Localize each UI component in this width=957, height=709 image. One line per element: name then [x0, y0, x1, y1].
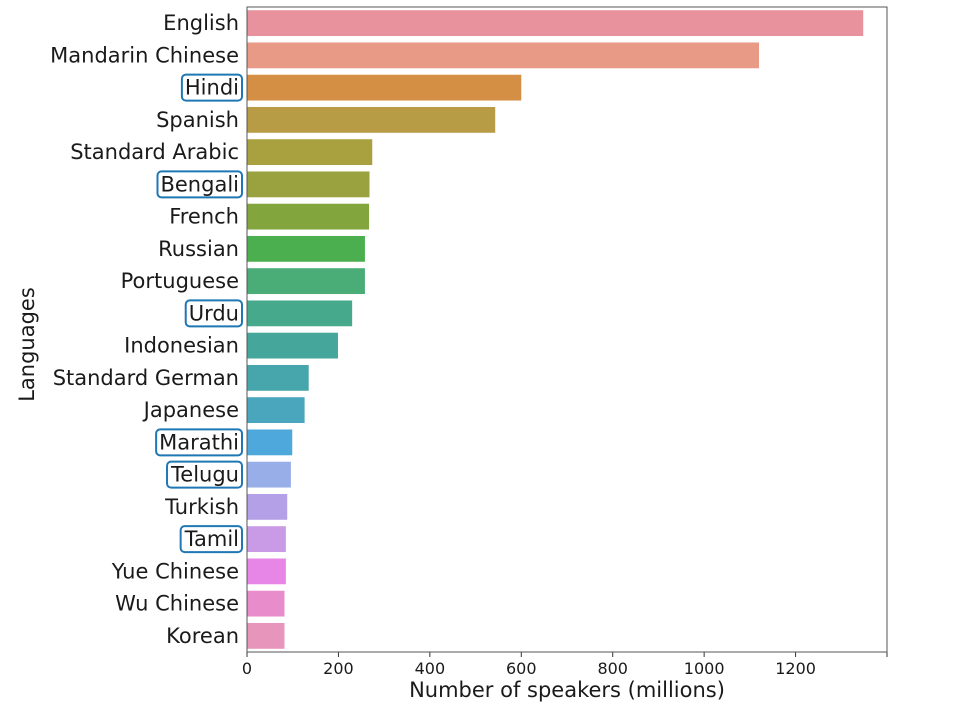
bar-spanish — [247, 106, 496, 133]
highlight-box-marathi — [155, 428, 243, 457]
x-tick-label-0: 0 — [242, 659, 252, 678]
bar-bengali — [247, 171, 370, 198]
y-tick-label-portuguese: Portuguese — [121, 269, 239, 293]
y-tick-label-hindi: Hindi — [185, 76, 239, 100]
y-tick-label-korean: Korean — [166, 624, 239, 648]
bar-telugu — [247, 461, 291, 488]
y-tick-label-japanese: Japanese — [142, 398, 239, 422]
bar-marathi — [247, 429, 293, 456]
bar-hindi — [247, 74, 522, 101]
bar-english — [247, 10, 864, 37]
x-tick-label-1200: 1200 — [775, 659, 816, 678]
y-tick-label-russian: Russian — [158, 237, 239, 261]
y-tick-label-spanish: Spanish — [156, 108, 239, 132]
highlight-box-urdu — [184, 299, 243, 328]
highlight-box-bengali — [156, 170, 243, 199]
bars-group — [247, 10, 864, 649]
bar-turkish — [247, 493, 288, 520]
y-tick-label-yue-chinese: Yue Chinese — [111, 559, 239, 583]
y-tick-label-english: English — [163, 11, 239, 35]
y-tick-label-standard-german: Standard German — [53, 366, 239, 390]
bar-yue-chinese — [247, 558, 286, 585]
x-tick-label-200: 200 — [323, 659, 354, 678]
bar-japanese — [247, 397, 305, 424]
y-tick-label-telugu: Telugu — [170, 463, 239, 487]
bar-standard-german — [247, 364, 309, 391]
bar-french — [247, 203, 370, 230]
y-tick-label-mandarin-chinese: Mandarin Chinese — [50, 43, 239, 67]
plot-frame — [246, 6, 888, 653]
y-tick-label-turkish: Turkish — [164, 495, 239, 519]
bar-wu-chinese — [247, 590, 285, 617]
highlight-box-tamil — [179, 525, 243, 554]
bar-indonesian — [247, 332, 338, 359]
y-tick-label-urdu: Urdu — [189, 301, 239, 325]
y-tick-labels: English Mandarin Chinese Hindi Spanish Stand… — [50, 11, 243, 648]
y-tick-label-french: French — [169, 205, 239, 229]
bar-urdu — [247, 300, 353, 327]
bar-korean — [247, 622, 285, 649]
y-tick-label-tamil: Tamil — [184, 527, 239, 551]
x-ticks: 0 200 400 600 800 1000 1200 — [242, 652, 888, 678]
y-tick-label-standard-arabic: Standard Arabic — [70, 140, 239, 164]
y-tick-label-wu-chinese: Wu Chinese — [115, 592, 239, 616]
bar-mandarin-chinese — [247, 42, 759, 69]
y-tick-label-marathi: Marathi — [159, 430, 239, 454]
x-tick-label-600: 600 — [506, 659, 537, 678]
highlight-box-telugu — [166, 460, 243, 489]
highlight-box-hindi — [180, 73, 243, 102]
bar-russian — [247, 235, 365, 262]
x-axis-label: Number of speakers (millions) — [409, 678, 725, 702]
x-tick-label-1000: 1000 — [684, 659, 725, 678]
y-tick-label-bengali: Bengali — [160, 172, 239, 196]
bar-portuguese — [247, 268, 365, 295]
y-axis-label: Languages — [15, 287, 39, 402]
x-tick-label-400: 400 — [415, 659, 446, 678]
bar-tamil — [247, 526, 286, 553]
bar-standard-arabic — [247, 139, 373, 166]
y-tick-label-indonesian: Indonesian — [124, 334, 239, 358]
x-tick-label-800: 800 — [597, 659, 628, 678]
